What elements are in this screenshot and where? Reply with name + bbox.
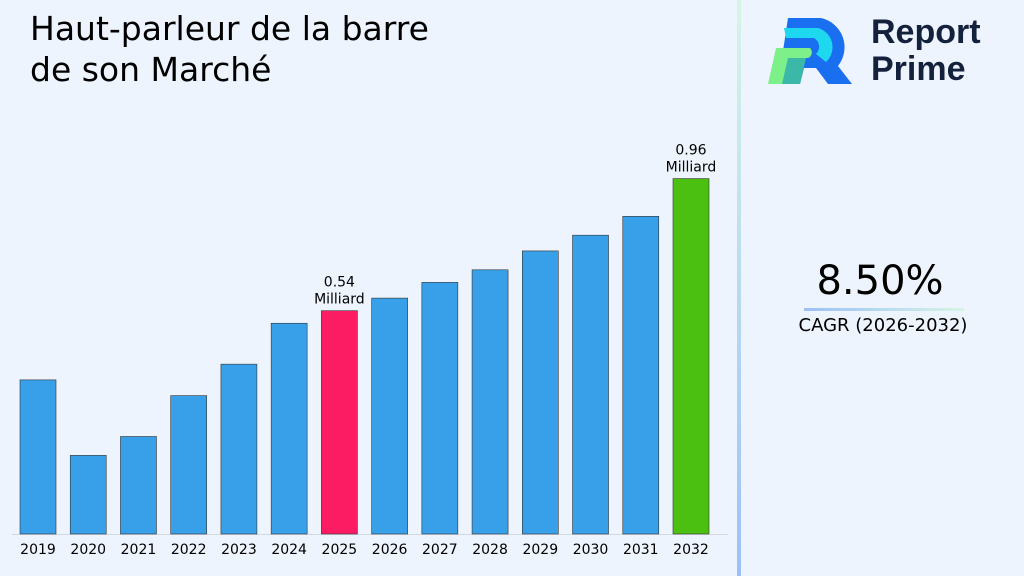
data-label-unit: Milliard (314, 292, 365, 308)
bar-2024 (270, 322, 308, 535)
bar-2022 (170, 395, 207, 535)
bar-2023 (220, 363, 258, 535)
x-tick-label: 2022 (171, 542, 207, 558)
cagr-underline (804, 308, 964, 311)
bar-2020 (69, 455, 107, 535)
x-tick-label: 2023 (221, 542, 257, 558)
x-tick-label: 2021 (121, 542, 157, 558)
divider (737, 0, 741, 576)
x-tick-label: 2032 (673, 542, 709, 558)
x-tick-label: 2019 (20, 542, 56, 558)
bar-2027 (421, 282, 459, 535)
bar-2028 (471, 269, 509, 535)
brand-line2: Prime (871, 50, 966, 88)
brand-name: Report Prime (871, 14, 981, 88)
data-label-unit: Milliard (666, 160, 717, 176)
bar-2025 (321, 310, 358, 535)
x-tick-label: 2027 (422, 542, 458, 558)
x-tick-label: 2029 (522, 542, 558, 558)
x-tick-label: 2024 (271, 542, 307, 558)
x-tick-label: 2026 (372, 542, 408, 558)
x-tick-label: 2030 (573, 542, 609, 558)
report-prime-logo-icon (768, 18, 852, 84)
bar-2026 (371, 297, 408, 535)
bar-2030 (572, 234, 609, 535)
bar-2032 (672, 178, 710, 535)
x-tick-label: 2025 (322, 542, 358, 558)
brand-line1: Report (871, 13, 981, 51)
cagr-value: 8.50% (816, 258, 944, 304)
bar-2019 (19, 379, 57, 535)
data-label-value: 0.54 (324, 275, 355, 291)
data-label-value: 0.96 (675, 143, 706, 159)
cagr-label: CAGR (2026-2032) (798, 315, 968, 336)
bar-2021 (120, 436, 157, 535)
bar-2029 (521, 250, 559, 535)
bar-2031 (622, 216, 660, 535)
x-tick-label: 2031 (623, 542, 659, 558)
chart-title: Haut-parleur de la barre de son Marché (30, 9, 429, 89)
x-tick-label: 2020 (70, 542, 106, 558)
bar-chart: 2019 2020 2021 2022 2023 2024 20250.54Milliard… (12, 143, 728, 558)
x-tick-label: 2028 (472, 542, 508, 558)
